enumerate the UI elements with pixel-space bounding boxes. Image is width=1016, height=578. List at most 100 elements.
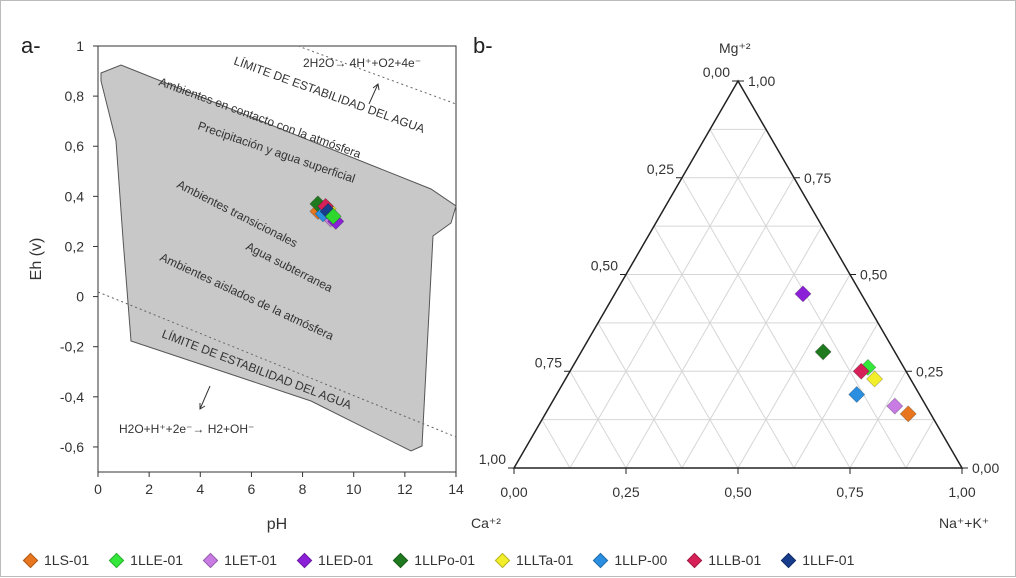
bottom-tick-label: 0,00 bbox=[500, 484, 527, 500]
legend-item: 1LLPo-01 bbox=[393, 552, 476, 568]
legend-item: 1LET-01 bbox=[202, 552, 278, 568]
ternary-grid-line bbox=[569, 129, 767, 469]
ternary-data-point bbox=[794, 285, 812, 303]
left-tick-label: 0,75 bbox=[535, 354, 562, 370]
panel-b: b- 0,00 0,25 0,50 0,75 1,001,000,750,500,250… bbox=[471, 33, 999, 531]
ternary-grid-line bbox=[625, 274, 739, 469]
apex-label-ca: Ca⁺² bbox=[471, 515, 501, 531]
x-tick-label: 12 bbox=[397, 481, 413, 497]
lower-arrow-icon bbox=[199, 385, 211, 410]
ternary-data-point bbox=[899, 405, 917, 423]
legend-label: 1LLTa-01 bbox=[516, 552, 574, 568]
right-tick-label: 0,50 bbox=[860, 267, 887, 283]
left-tick-label: 0,25 bbox=[647, 161, 674, 177]
legend-diamond-icon bbox=[22, 552, 39, 568]
right-tick-label: 0,00 bbox=[972, 460, 999, 476]
legend-diamond-icon bbox=[780, 552, 797, 568]
legend-item: 1LS-01 bbox=[22, 552, 90, 568]
y-tick-label: -0,6 bbox=[60, 439, 84, 455]
bottom-tick-label: 1,00 bbox=[948, 484, 975, 500]
legend-item: 1LLF-01 bbox=[780, 552, 855, 568]
x-tick-label: 0 bbox=[94, 481, 102, 497]
legend-label: 1LLPo-01 bbox=[414, 552, 476, 568]
y-tick-label: 0 bbox=[76, 289, 84, 305]
ternary-grid-line bbox=[681, 225, 823, 469]
ternary-grid-line bbox=[597, 322, 683, 469]
y-tick-label: -0,2 bbox=[60, 339, 84, 355]
legend-item: 1LED-01 bbox=[296, 552, 373, 568]
left-tick-label: 0,00 bbox=[703, 64, 730, 80]
right-tick-label: 0,25 bbox=[916, 363, 943, 379]
upper-stability-line bbox=[297, 45, 457, 105]
panel-a-plot-frame bbox=[97, 45, 457, 473]
ternary-data-points bbox=[794, 285, 917, 423]
panel-a-x-axis: 0 2 4 6 8 10 12 14 bbox=[94, 472, 464, 497]
ternary-grid-line bbox=[793, 322, 879, 469]
legend-diamond-icon bbox=[494, 552, 511, 568]
y-tick-label: 1 bbox=[76, 38, 84, 54]
legend-diamond-icon bbox=[687, 552, 703, 568]
lower-reaction-label: H2O+H⁺+2e⁻→ H2+OH⁻ bbox=[119, 422, 254, 436]
x-tick-label: 8 bbox=[299, 481, 307, 497]
legend-diamond-icon bbox=[108, 552, 125, 568]
upper-arrow-icon bbox=[368, 83, 380, 105]
ternary-data-point bbox=[814, 343, 832, 361]
ternary-grid-line bbox=[849, 370, 907, 469]
x-tick-label: 2 bbox=[145, 481, 153, 497]
legend-item: 1LLE-01 bbox=[108, 552, 184, 568]
legend-item: 1LLTa-01 bbox=[494, 552, 574, 568]
legend-item: 1LLP-00 bbox=[593, 552, 668, 568]
ternary-grid-line bbox=[905, 419, 935, 469]
x-tick-label: 4 bbox=[196, 481, 204, 497]
ternary-tick-labels: 0,00 0,25 0,50 0,75 1,00 1,00 0,75 0,50 0,25 0,00… bbox=[479, 64, 1000, 500]
ternary-grid-line bbox=[541, 419, 571, 469]
ternary-data-point bbox=[852, 362, 870, 380]
legend-label: 1LS-01 bbox=[44, 552, 90, 568]
ternary-grid-line bbox=[737, 274, 851, 469]
legend-diamond-icon bbox=[296, 552, 313, 568]
legend-item: 1LLB-01 bbox=[687, 552, 762, 568]
y-tick-label: 0,8 bbox=[65, 88, 85, 104]
panel-a: a- LÍMITE DE ESTABILIDAD DEL AGUA LÍMITE… bbox=[21, 33, 464, 533]
upper-reaction-label: 2H2O→ 4H⁺+O2+4e⁻ bbox=[303, 56, 421, 70]
panel-a-data-points bbox=[309, 195, 345, 230]
legend-label: 1LLF-01 bbox=[802, 552, 855, 568]
ternary-grid-line bbox=[709, 129, 907, 469]
left-tick-label: 0,50 bbox=[591, 258, 618, 274]
legend-label: 1LLP-00 bbox=[614, 552, 668, 568]
legend-label: 1LET-01 bbox=[224, 552, 278, 568]
panel-a-label: a- bbox=[21, 33, 41, 58]
ternary-grid-line bbox=[569, 370, 627, 469]
eh-ph-data-point bbox=[324, 207, 342, 225]
legend-label: 1LLB-01 bbox=[708, 552, 762, 568]
panel-a-y-axis-title: Eh (v) bbox=[28, 238, 45, 281]
ternary-data-point bbox=[848, 385, 866, 404]
apex-label-na-k: Na⁺+K⁺ bbox=[939, 515, 989, 531]
ternary-grid-line bbox=[653, 225, 795, 469]
x-tick-label: 14 bbox=[448, 481, 464, 497]
y-tick-label: 0,4 bbox=[65, 188, 85, 204]
bottom-tick-label: 0,50 bbox=[724, 484, 751, 500]
right-tick-label: 1,00 bbox=[748, 73, 775, 89]
ternary-data-point bbox=[866, 370, 884, 388]
bottom-tick-label: 0,75 bbox=[836, 484, 863, 500]
ternary-grid bbox=[541, 128, 935, 469]
legend-diamond-icon bbox=[393, 552, 409, 568]
bottom-tick-label: 0,25 bbox=[612, 484, 639, 500]
y-tick-label: -0,4 bbox=[60, 389, 84, 405]
left-tick-label: 1,00 bbox=[479, 451, 506, 467]
panel-a-y-axis: 1 0,8 0,6 0,4 0,2 0 -0,2 -0,4 -0,6 bbox=[60, 38, 98, 455]
eh-ph-field-polygon bbox=[100, 64, 457, 452]
panel-a-x-axis-title: pH bbox=[267, 516, 287, 533]
y-tick-label: 0,6 bbox=[65, 138, 85, 154]
panel-b-label: b- bbox=[473, 33, 493, 58]
right-tick-label: 0,75 bbox=[804, 170, 831, 186]
legend: 1LS-01 1LLE-01 1LET-01 1LED-01 1LLPo-01 1LLTa… bbox=[22, 549, 1015, 571]
lower-stability-line bbox=[97, 291, 457, 438]
legend-label: 1LLE-01 bbox=[130, 552, 184, 568]
x-tick-label: 10 bbox=[346, 481, 362, 497]
legend-diamond-icon bbox=[593, 552, 609, 568]
legend-diamond-icon bbox=[202, 552, 219, 568]
